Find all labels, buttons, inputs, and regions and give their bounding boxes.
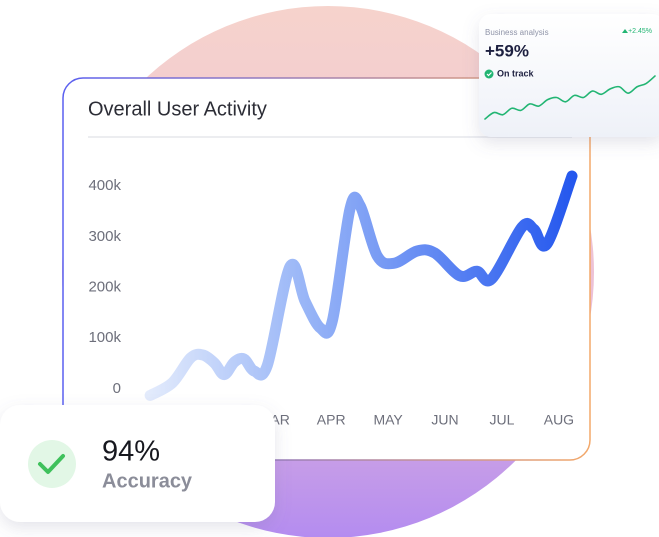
change-label: +2.45% (628, 28, 652, 35)
y-tick-label: 200k (88, 278, 121, 295)
y-tick-label: 300k (88, 228, 121, 245)
headline: +59% (485, 41, 529, 60)
accuracy-value: 94% (102, 436, 160, 468)
check-badge (28, 440, 76, 488)
analysis-title: Business analysis (485, 28, 549, 37)
chart-title: Overall User Activity (88, 98, 267, 120)
accuracy-card (0, 405, 275, 522)
line (484, 75, 656, 120)
line (144, 170, 578, 401)
x-tick-label: JUN (431, 412, 458, 428)
status-check (486, 72, 492, 77)
y-tick-label: 0 (113, 380, 121, 397)
x-tick-label: APR (317, 412, 346, 428)
y-tick-label: 400k (88, 177, 121, 194)
status-label: On track (497, 68, 535, 78)
y-tick-label: 100k (88, 329, 121, 346)
x-tick-label: AUG (544, 412, 574, 428)
x-tick-label: JUL (490, 412, 515, 428)
status-dot (484, 69, 494, 79)
analysis-card (479, 14, 659, 137)
check-icon (38, 454, 65, 474)
x-tick-label: MAY (373, 412, 403, 428)
up-arrow (622, 29, 628, 33)
sparkline (484, 75, 656, 120)
chart-card (62, 77, 591, 461)
accuracy-label: Accuracy (102, 470, 193, 492)
